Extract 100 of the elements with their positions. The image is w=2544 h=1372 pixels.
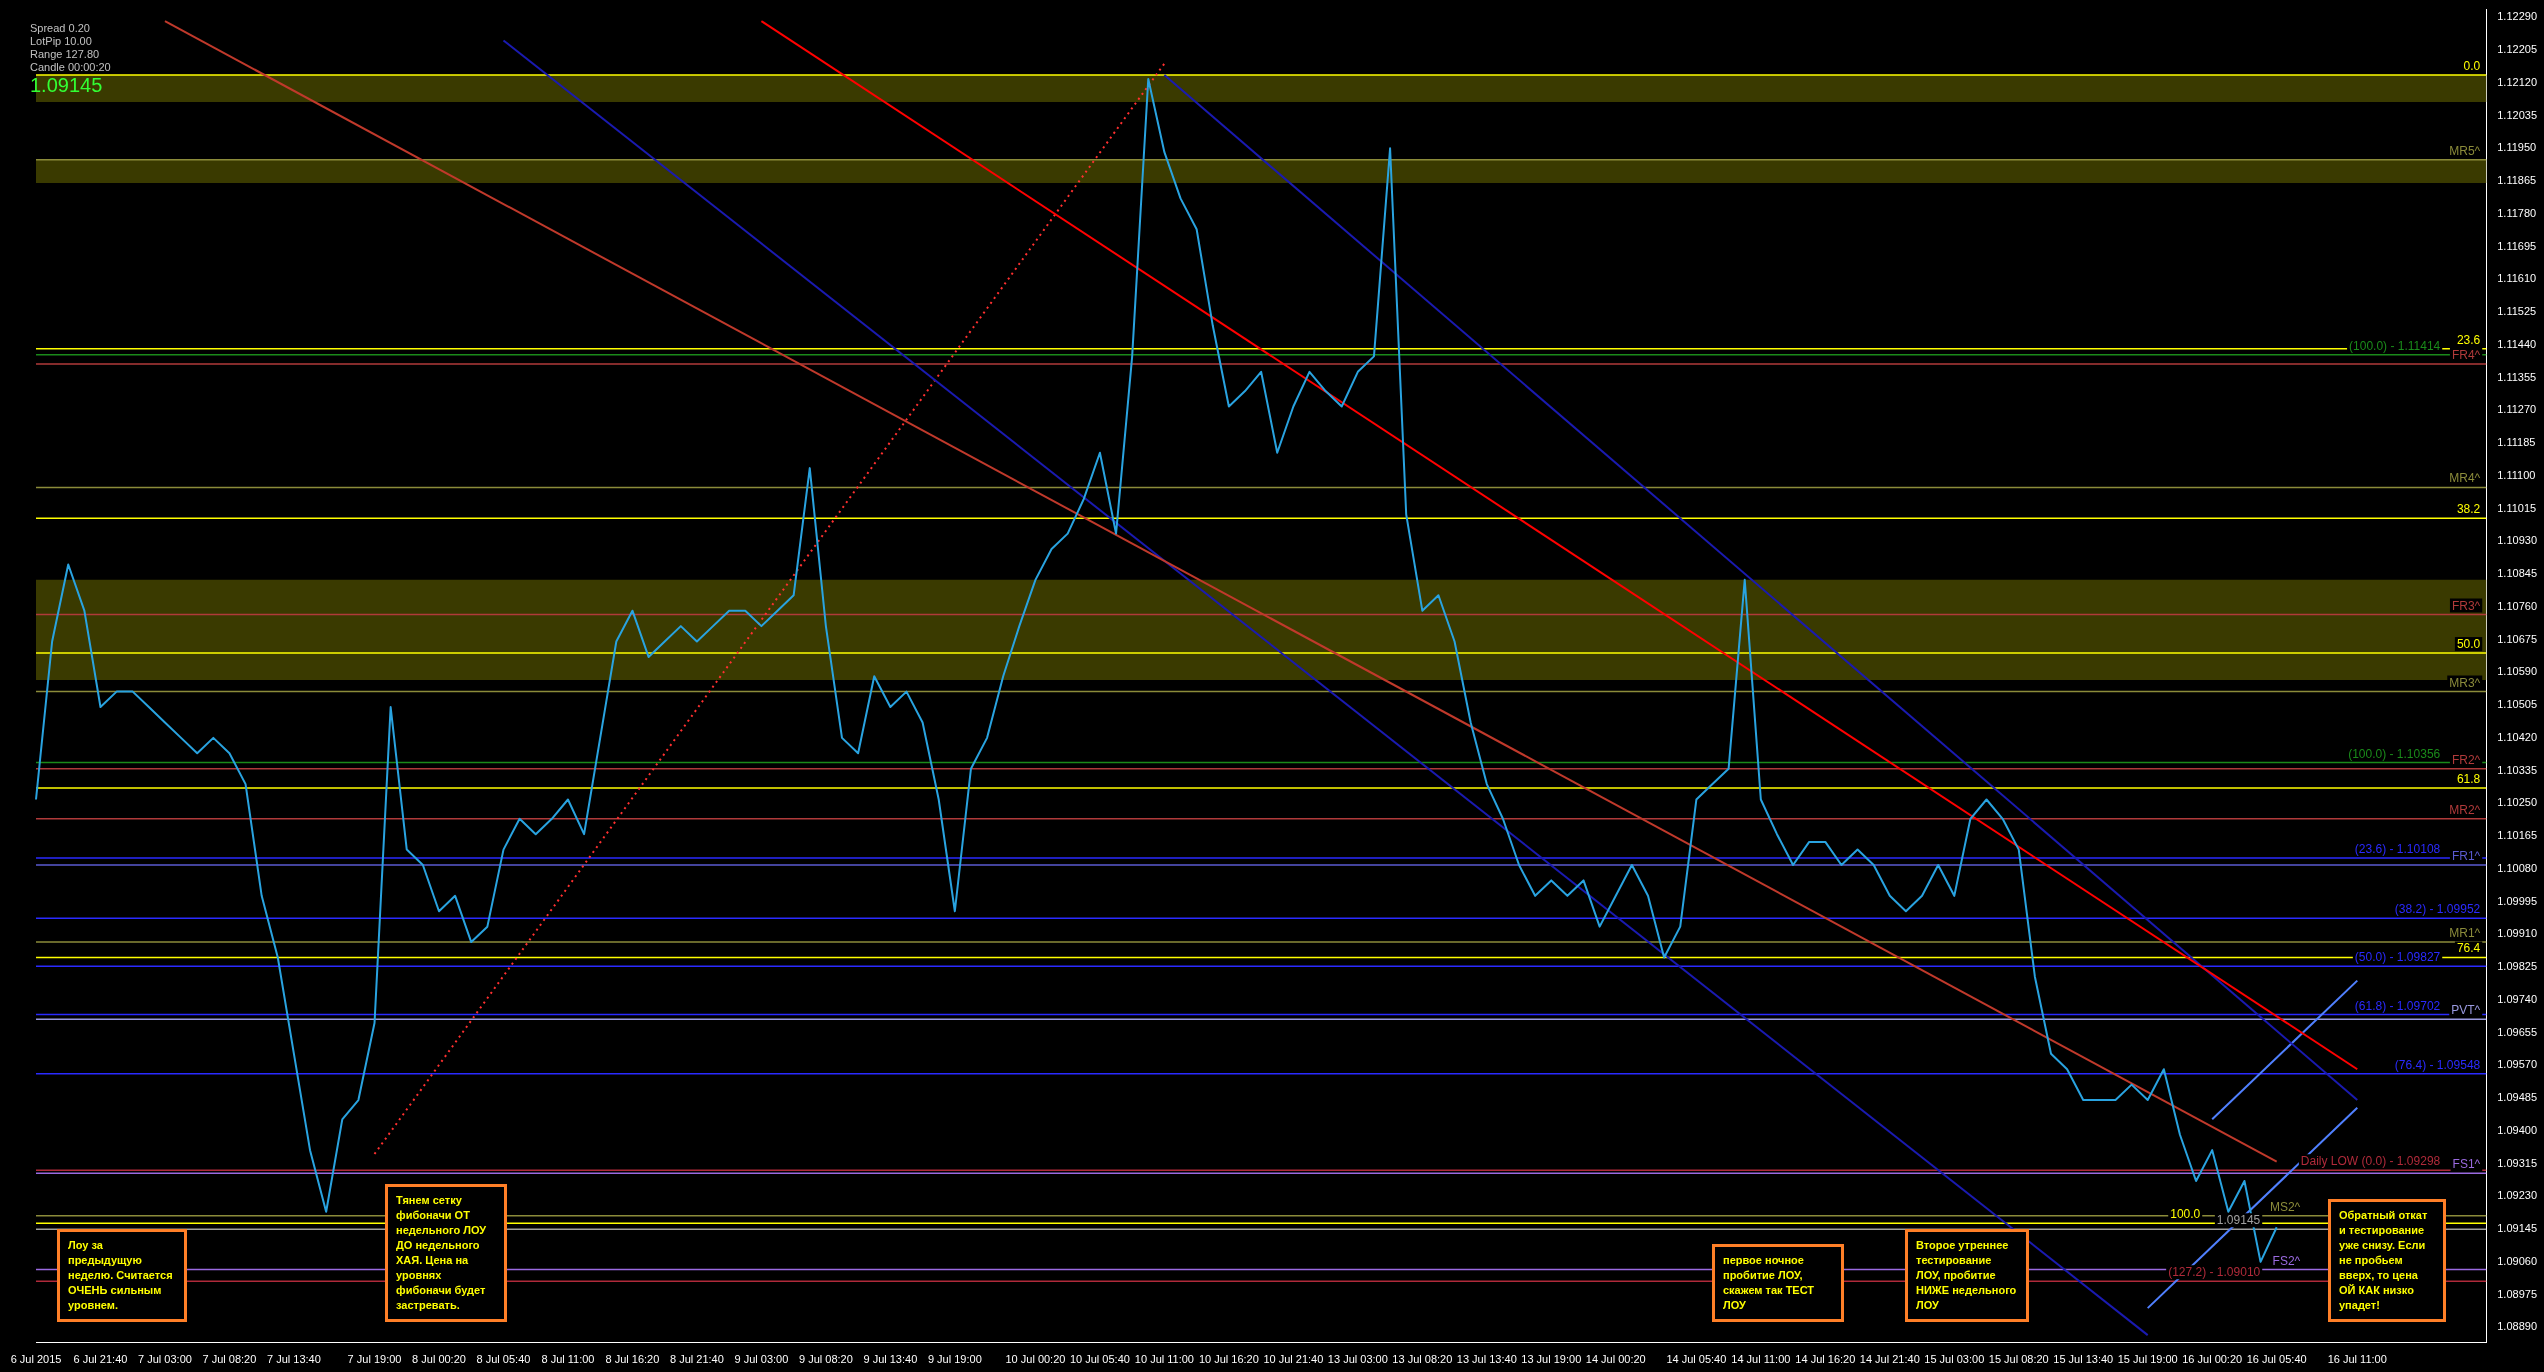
ref-line-label: FR3^ (2451, 598, 2481, 613)
y-tick-label: 1.10250 (2497, 796, 2537, 809)
x-tick-label: 6 Jul 21:40 (73, 1353, 128, 1366)
x-tick-label: 16 Jul 00:20 (2182, 1353, 2243, 1366)
y-tick-label: 1.11355 (2497, 370, 2537, 383)
y-tick-label: 1.09570 (2497, 1058, 2537, 1071)
y-tick-label: 1.11525 (2497, 305, 2537, 318)
ref-line-label: MS2^ (2269, 1199, 2301, 1214)
x-tick-label: 10 Jul 11:00 (1134, 1353, 1194, 1366)
y-tick-label: 1.09060 (2497, 1254, 2537, 1267)
x-tick-label: 6 Jul 2015 (10, 1353, 62, 1366)
y-tick-label: 1.09995 (2497, 894, 2537, 907)
ref-line-label: MR3^ (2449, 675, 2481, 690)
y-tick-label: 1.11015 (2497, 501, 2537, 514)
y-tick-label: 1.12205 (2497, 43, 2537, 56)
x-tick-label: 13 Jul 19:00 (1521, 1353, 1582, 1366)
x-tick-label: 14 Jul 00:20 (1585, 1353, 1646, 1366)
y-tick-label: 1.10335 (2497, 763, 2537, 776)
y-tick-label: 1.09740 (2497, 992, 2537, 1005)
callout-box: Второе утреннее тестирование ЛОУ, пробитие НИЖЕ недельного ЛОУ (1905, 1229, 2029, 1322)
x-tick-label: 7 Jul 03:00 (138, 1353, 192, 1366)
y-tick-label: 1.11865 (2497, 174, 2537, 187)
y-tick-label: 1.11950 (2497, 141, 2537, 154)
x-tick-label: 15 Jul 08:20 (1988, 1353, 2049, 1366)
y-tick-label: 1.09655 (2497, 1025, 2537, 1038)
x-tick-label: 14 Jul 11:00 (1731, 1353, 1791, 1366)
callout-box: Обратный откат и тестирование уже снизу. Если не пробьем вверх, то цена ОЙ КАК низко упадет! (2328, 1199, 2446, 1322)
ref-line-label: FR2^ (2451, 752, 2481, 767)
y-tick-label: 1.08890 (2497, 1320, 2537, 1333)
x-tick-label: 10 Jul 16:20 (1198, 1353, 1259, 1366)
x-tick-label: 8 Jul 00:20 (412, 1353, 466, 1366)
y-tick-label: 1.10505 (2497, 698, 2537, 711)
x-tick-label: 8 Jul 21:40 (670, 1353, 724, 1366)
y-tick-label: 1.10675 (2497, 632, 2537, 645)
x-tick-label: 10 Jul 05:40 (1069, 1353, 1130, 1366)
y-tick-label: 1.10420 (2497, 730, 2537, 743)
y-tick-label: 1.09485 (2497, 1091, 2537, 1104)
ref-line-label: MR1^ (2449, 926, 2481, 941)
y-tick-label: 1.11780 (2497, 206, 2537, 219)
ref-line-label: 1.09145 (2216, 1213, 2261, 1228)
x-tick-label: 15 Jul 19:00 (2117, 1353, 2178, 1366)
y-tick-label: 1.10165 (2497, 829, 2537, 842)
annotation: (23.6) - 1.10108 (2354, 842, 2441, 857)
x-tick-label: 8 Jul 16:20 (605, 1353, 660, 1366)
x-tick-label: 15 Jul 13:40 (2053, 1353, 2114, 1366)
y-tick-label: 1.11100 (2497, 468, 2536, 481)
y-tick-label: 1.08975 (2497, 1287, 2537, 1300)
y-tick-label: 1.09825 (2497, 960, 2537, 973)
y-tick-label: 1.10930 (2497, 534, 2537, 547)
y-tick-label: 1.11270 (2497, 403, 2537, 416)
annotation: Candle 00:00:20 (30, 61, 111, 73)
y-tick-label: 1.11440 (2497, 337, 2537, 350)
x-tick-label: 15 Jul 03:00 (1924, 1353, 1985, 1366)
y-tick-label: 1.11610 (2497, 272, 2537, 285)
annotation: 0.0 (2463, 59, 2481, 74)
y-tick-label: 1.09400 (2497, 1123, 2537, 1136)
annotation: (38.2) - 1.09952 (2394, 902, 2481, 917)
x-tick-label: 13 Jul 03:00 (1327, 1353, 1388, 1366)
y-tick-label: 1.09315 (2497, 1156, 2537, 1169)
x-tick-label: 10 Jul 21:40 (1263, 1353, 1324, 1366)
ref-line-label: FR1^ (2451, 849, 2481, 864)
annotation: LotPip 10.00 (30, 35, 92, 47)
ref-line-label: MR4^ (2449, 471, 2481, 486)
annotation: (61.8) - 1.09702 (2354, 998, 2441, 1013)
x-tick-label: 10 Jul 00:20 (1005, 1353, 1066, 1366)
annotation: (127.2) - 1.09010 (2168, 1265, 2261, 1280)
y-tick-label: 1.12035 (2497, 108, 2537, 121)
y-tick-label: 1.11185 (2497, 436, 2536, 449)
callout-box: первое ночное пробитие ЛОУ, скажем так ТЕСТ ЛОУ (1712, 1244, 1844, 1322)
x-tick-label: 7 Jul 08:20 (202, 1353, 257, 1366)
x-tick-label: 9 Jul 03:00 (734, 1353, 789, 1366)
annotation: 23.6 (2456, 332, 2481, 347)
x-tick-label: 9 Jul 08:20 (798, 1353, 853, 1366)
x-tick-label: 14 Jul 21:40 (1859, 1353, 1920, 1366)
annotation: Daily LOW (0.0) - 1.09298 (2300, 1154, 2441, 1169)
y-tick-label: 1.10845 (2497, 567, 2537, 580)
annotation: 38.2 (2456, 502, 2481, 517)
y-tick-label: 1.12290 (2497, 10, 2537, 23)
annotation: 1.09145 (30, 74, 103, 97)
x-tick-label: 7 Jul 19:00 (347, 1353, 402, 1366)
annotation: (50.0) - 1.09827 (2354, 950, 2441, 965)
x-tick-label: 16 Jul 05:40 (2246, 1353, 2307, 1366)
x-tick-label: 14 Jul 16:20 (1795, 1353, 1856, 1366)
y-tick-label: 1.10590 (2497, 665, 2537, 678)
y-tick-label: 1.10760 (2497, 599, 2537, 612)
ref-line-label: MR2^ (2449, 802, 2481, 817)
ref-line-label: FS2^ (2272, 1253, 2301, 1268)
ref-line-label: PVT^ (2451, 1003, 2481, 1018)
x-tick-label: 9 Jul 13:40 (863, 1353, 918, 1366)
y-tick-label: 1.10080 (2497, 861, 2537, 874)
x-tick-label: 8 Jul 11:00 (541, 1353, 595, 1366)
x-tick-label: 13 Jul 08:20 (1392, 1353, 1453, 1366)
annotation: 100.0 (2170, 1207, 2201, 1222)
annotation: 76.4 (2456, 941, 2481, 956)
callout-box: Лоу за предыдущую неделю. Считается ОЧЕНЬ сильным уровнем. (57, 1229, 187, 1322)
x-tick-label: 9 Jul 19:00 (927, 1353, 982, 1366)
annotation: Range 127.80 (30, 48, 100, 60)
ref-line-label: MR5^ (2449, 143, 2481, 158)
ref-line-label: FR4^ (2451, 348, 2481, 363)
y-tick-label: 1.09230 (2497, 1189, 2537, 1202)
